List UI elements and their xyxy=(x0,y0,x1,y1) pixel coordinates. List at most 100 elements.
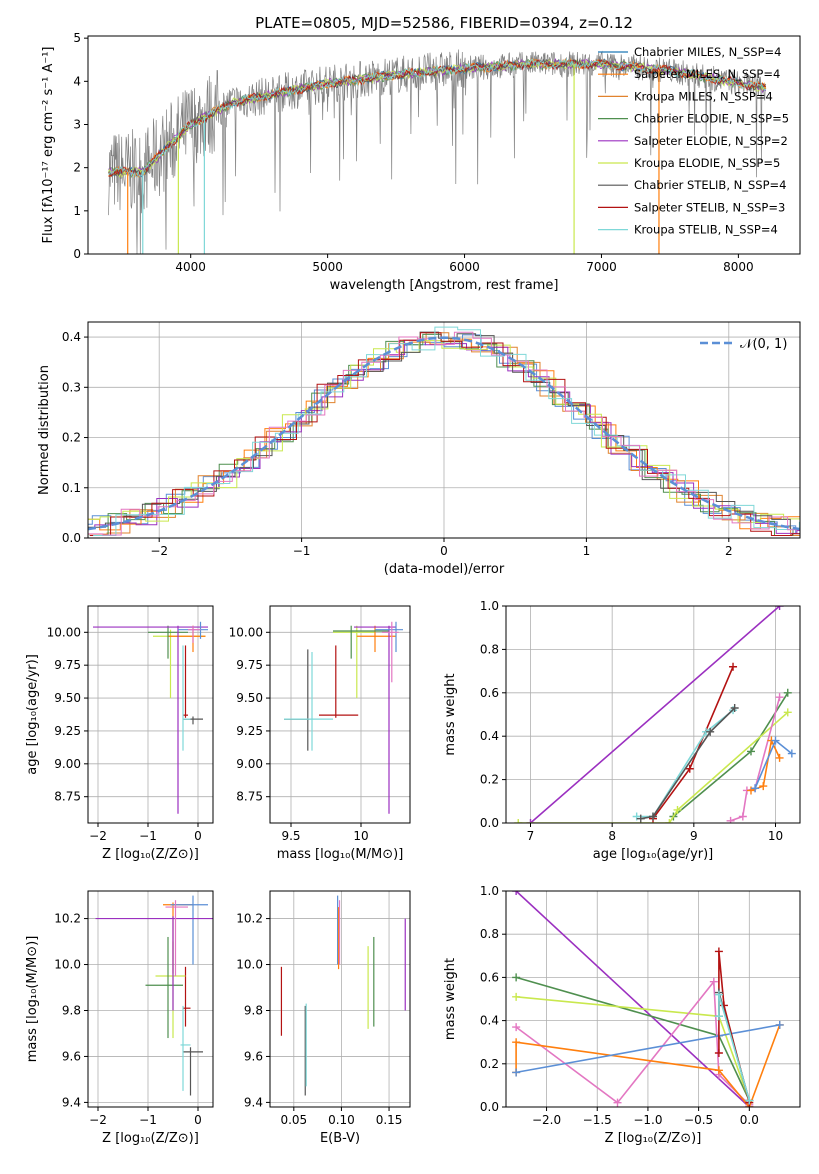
errorbar-point-6 xyxy=(93,625,208,814)
y-tick-label: 9.75 xyxy=(54,658,81,672)
weight-marker xyxy=(775,693,784,702)
y-tick-label: 10.0 xyxy=(236,958,263,972)
y-tick-label: 0.1 xyxy=(62,481,81,495)
axes-frame xyxy=(269,890,411,1108)
weight-marker xyxy=(512,1023,521,1032)
weight-marker xyxy=(512,992,521,1001)
x-tick-label: 0 xyxy=(194,829,202,843)
mass-vs-ebv-panel: 0.05 0.10 0.15 9.4 9.6 9.8 10.0 10.2 E(B-V) xyxy=(236,890,411,1146)
legend-entry: Chabrier MILES, N_SSP=4 xyxy=(634,45,781,59)
errorbar-point-5 xyxy=(333,625,389,659)
x-tick-label: −2.0 xyxy=(532,1113,561,1127)
y-tick-label: 10.2 xyxy=(54,912,81,926)
errorbar-point-2 xyxy=(180,1005,191,1091)
legend-entry: Salpeter ELODIE, N_SSP=2 xyxy=(634,134,788,148)
weight-marker xyxy=(745,1096,754,1105)
weight-marker xyxy=(649,812,657,821)
x-tick-label: 9.5 xyxy=(281,829,300,843)
y-tick-label: 1.0 xyxy=(480,884,499,898)
y-tick-label: 9.4 xyxy=(244,1095,263,1109)
grid xyxy=(88,606,213,823)
age-vs-metallicity-panel: −2 −1 0 8.75 9.00 9.25 9.50 9.75 10.00 Z [log₁₀(Z… xyxy=(25,605,214,862)
x-tick-label: −1.5 xyxy=(583,1113,612,1127)
weight-marker xyxy=(775,606,784,610)
legend-entry: 𝒩(0, 1) xyxy=(740,337,787,352)
legend-entry: Kroupa STELIB, N_SSP=4 xyxy=(634,223,778,237)
y-tick-label: 0.2 xyxy=(480,773,499,787)
y-tick-label: 4 xyxy=(73,74,81,88)
weight-marker xyxy=(730,703,739,712)
x-tick-label: 10 xyxy=(353,829,368,843)
x-tick-label: 9 xyxy=(690,829,698,843)
x-axis-label: Z [log₁₀(Z/Z⊙)] xyxy=(102,1131,199,1146)
y-tick-label: 0.4 xyxy=(480,729,499,743)
x-tick-label: 1 xyxy=(583,544,591,558)
weight-marker xyxy=(526,819,535,823)
weight-marker xyxy=(775,753,784,762)
histogram-0 xyxy=(88,334,800,535)
y-tick-label: 10.0 xyxy=(54,958,81,972)
x-tick-label: −2 xyxy=(89,829,107,843)
y-tick-label: 9.25 xyxy=(236,724,263,738)
weight-marker xyxy=(751,784,760,793)
y-tick-label: 9.75 xyxy=(236,658,263,672)
weight-marker xyxy=(783,688,792,697)
y-tick-label: 8.75 xyxy=(236,790,263,804)
legend: Chabrier MILES, N_SSP=4 Salpeter MILES, N… xyxy=(598,45,789,237)
histogram-4 xyxy=(88,339,800,534)
errorbar-point-0 xyxy=(319,645,359,718)
age-vs-mass-panel: 9.5 10 8.75 9.00 9.25 9.50 9.75 10.00 mass [log₁… xyxy=(229,605,411,862)
plot-area xyxy=(514,606,796,823)
x-tick-label: 0.0 xyxy=(740,1113,759,1127)
weight-marker xyxy=(673,805,682,814)
plot-area xyxy=(512,891,784,1107)
y-axis-label: mass weight xyxy=(443,958,458,1040)
y-tick-label: 10.2 xyxy=(236,912,263,926)
weight-marker xyxy=(512,1068,521,1077)
axes-frame xyxy=(505,605,801,824)
y-axis-label: age [log₁₀(age/yr)] xyxy=(25,654,40,775)
y-tick-label: 0.4 xyxy=(480,1014,499,1028)
weight-marker xyxy=(775,1020,784,1029)
weight-line-8 xyxy=(754,739,793,789)
axes-frame xyxy=(87,605,214,824)
x-tick-label: −2 xyxy=(150,544,168,558)
grid xyxy=(270,606,410,823)
errorbar-point-0 xyxy=(183,645,188,718)
model-line-6 xyxy=(108,58,767,178)
y-tick-label: 0.0 xyxy=(62,531,81,545)
weight-marker xyxy=(714,990,723,999)
y-tick-label: 0.8 xyxy=(480,642,499,656)
errorbar-point-7 xyxy=(375,621,403,653)
x-tick-label: 0.05 xyxy=(280,1113,307,1127)
legend-entry: Kroupa MILES, N_SSP=4 xyxy=(634,89,773,103)
weight-marker xyxy=(706,727,715,736)
weight-marker xyxy=(771,736,780,745)
spectrum-panel: Chabrier MILES, N_SSP=4 Salpeter MILES, N… xyxy=(41,31,801,293)
x-tick-label: −2 xyxy=(89,1113,107,1127)
y-tick-label: 5 xyxy=(73,31,81,45)
y-tick-label: 2 xyxy=(73,161,81,175)
y-tick-label: 9.50 xyxy=(236,691,263,705)
axes-frame xyxy=(87,890,214,1108)
weight-marker xyxy=(726,816,735,823)
errorbar-point-7 xyxy=(95,916,213,1011)
massweight-vs-metallicity-panel: −2.0 −1.5 −1.0 −0.5 0.0 0.0 0.2 0.4 0.6 0.8 1.0 Z [… xyxy=(443,884,801,1146)
plot-area xyxy=(280,895,406,1096)
x-tick-label: −1 xyxy=(139,1113,157,1127)
y-tick-label: 0.2 xyxy=(480,1057,499,1071)
gaussian-curve xyxy=(88,336,800,531)
y-tick-label: 0.0 xyxy=(480,1100,499,1114)
weight-marker xyxy=(783,708,792,717)
plot-area xyxy=(93,621,208,814)
weight-line-5 xyxy=(515,1024,780,1074)
weight-line-3 xyxy=(640,707,736,820)
weight-marker xyxy=(512,891,521,895)
y-tick-label: 9.50 xyxy=(54,691,81,705)
errorbar-point-0 xyxy=(183,966,191,1027)
x-tick-label: −1 xyxy=(139,829,157,843)
y-tick-label: 3 xyxy=(73,117,81,131)
y-tick-label: 0.3 xyxy=(62,380,81,394)
x-tick-label: 8000 xyxy=(723,260,754,274)
x-tick-label: 6000 xyxy=(449,260,480,274)
